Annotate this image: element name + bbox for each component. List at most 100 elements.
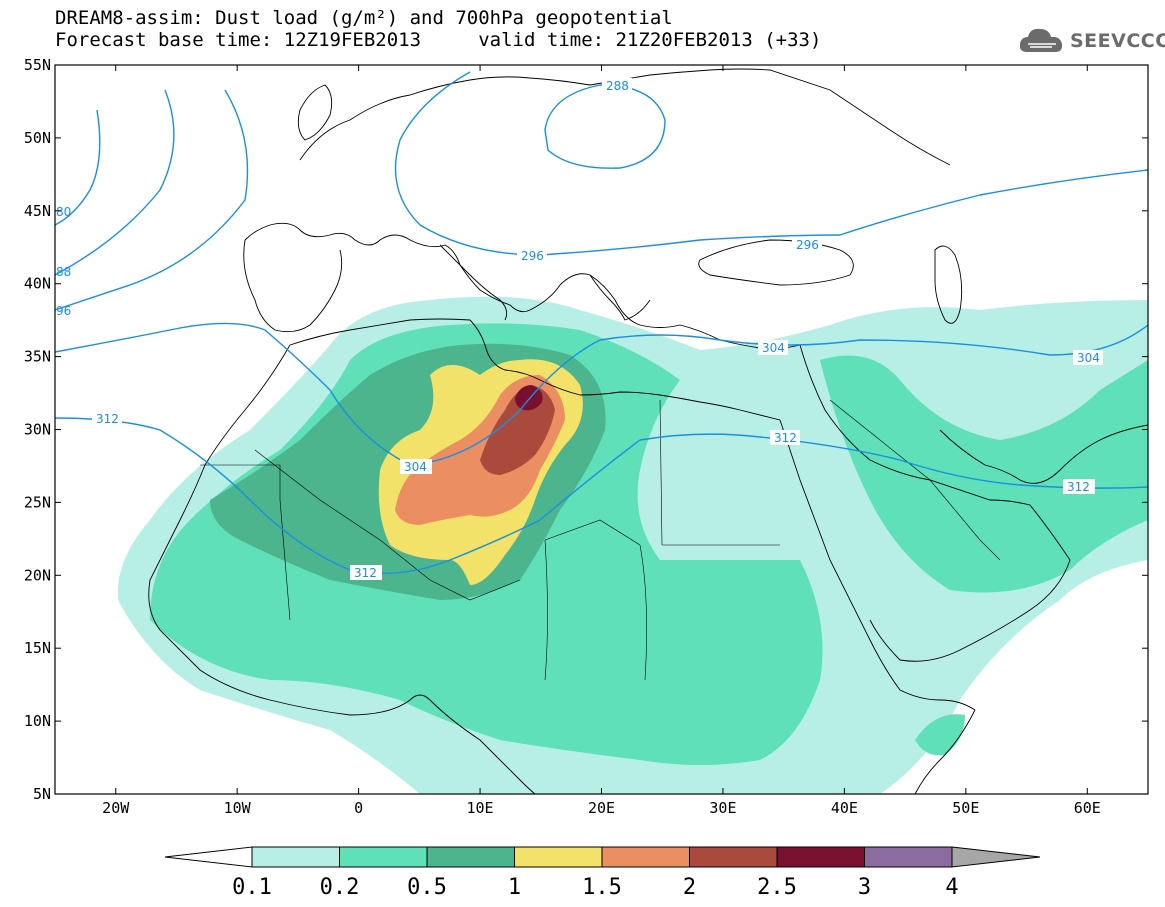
colorbar-labels: 0.1 0.2 0.5 1 1.5 2 2.5 3 4 [232,875,959,900]
colorbar-label: 1 [508,875,521,900]
coastline-black-sea [698,239,854,286]
contour-label-288: 288 [606,79,629,93]
seevccc-logo: SEEVCCC [1018,24,1165,58]
border-saudi [829,399,1001,561]
colorbar-box [426,846,515,868]
contour-label-312-a: 312 [96,412,119,426]
colorbar-label: 1.5 [582,875,622,900]
contour-label-bg [1063,479,1095,494]
lon-label: 20E [588,799,615,817]
border-algeria-mali [254,449,431,581]
contour-label-304-a: 304 [404,460,427,474]
contour-labels: 288 296 296 80 88 96 304 304 304 312 312… [56,78,1103,580]
contour-label-80: 80 [56,205,71,219]
lon-label: 60E [1074,799,1101,817]
contour-label-bg [1073,350,1103,365]
colorbar-label: 4 [945,875,958,900]
contour-296 [394,71,1148,256]
contour-label-96: 96 [56,304,71,318]
lon-label: 30E [709,799,736,817]
lon-label: 20W [102,799,130,817]
border-mali-niger [429,579,521,601]
coastline-north-africa [289,318,781,421]
coastline-arabia [799,344,1071,662]
contour-label-bg [602,78,632,93]
contour-label-bg [517,248,547,263]
colorbar-box [251,846,340,868]
contour-80 [55,109,101,226]
borders [200,399,1001,681]
colorbar-box [689,846,778,868]
lat-label: 30N [24,421,51,439]
border-niger-chad [544,539,548,681]
contour-label-304-b: 304 [762,341,785,355]
colorbar-label: 2.5 [757,875,797,900]
contour-label-88: 88 [56,265,71,279]
lat-label: 55N [24,56,51,74]
colorbar-label: 2 [683,875,696,900]
colorbar-boxes [251,846,953,868]
lat-label: 5N [33,785,51,803]
contour-label-bg [350,565,382,580]
lat-label: 35N [24,348,51,366]
title-line-2: Forecast base time: 12Z19FEB2013 valid t… [55,29,822,51]
contour-label-bg [792,237,822,252]
contour-label-296-b: 296 [796,238,819,252]
dust-level-0-2-horn [915,714,965,756]
contour-label-312-c: 312 [774,431,797,445]
lat-label: 40N [24,275,51,293]
coastline-red-sea [779,419,976,711]
lat-label: 15N [24,639,51,657]
contour-label-296-a: 296 [521,249,544,263]
colorbar-under-arrow [164,846,253,868]
contour-label-bg [758,340,788,355]
logo-text: SEEVCCC [1070,30,1165,52]
colorbar: 0.1 0.2 0.5 1 1.5 2 2.5 3 4 [164,846,1041,900]
coastline-europe [244,222,801,350]
colorbar-label: 0.5 [407,875,447,900]
lat-label: 45N [24,202,51,220]
lon-label: 40E [831,799,858,817]
coastline-greece [589,274,651,321]
coastline-uk [297,84,333,141]
colorbar-label: 3 [858,875,871,900]
cloud-icon [1019,28,1063,52]
contour-label-bg [92,411,122,426]
colorbar-label: 0.2 [320,875,360,900]
latitude-axis: 55N 50N 45N 40N 35N 30N 25N 20N 15N 10N 5N [24,56,1148,803]
contour-label-304-c: 304 [1077,351,1100,365]
colorbar-box [864,846,953,868]
lat-label: 20N [24,566,51,584]
lat-label: 50N [24,129,51,147]
contour-label-bg [400,459,432,474]
border-mauritania [200,464,291,621]
border-sudan-chad [639,544,647,681]
lat-label: 25N [24,493,51,511]
geopotential-contours [55,71,1148,575]
border-libya-egypt [659,399,663,546]
contour-288 [544,84,666,169]
contour-304 [55,322,1148,466]
colorbar-box [514,846,603,868]
lon-label: 50E [952,799,979,817]
longitude-axis: 20W 10W 0 10E 20E 30E 40E 50E 60E [102,65,1101,817]
coastline-persian-gulf [939,424,1148,484]
contour-312 [55,417,1148,575]
coastline-caspian [934,245,963,324]
colorbar-box [601,846,690,868]
contour-label-312-d: 312 [1067,480,1090,494]
colorbar-over-arrow [951,846,1041,868]
coastline-iberia [243,239,343,333]
coastline-italy [439,244,508,321]
colorbar-box [339,846,428,868]
contour-88 [55,89,175,276]
lat-label: 10N [24,712,51,730]
colorbar-box [776,846,865,868]
border-libya-chad [544,519,641,546]
title-line-1: DREAM8-assim: Dust load (g/m²) and 700hP… [55,7,673,29]
lon-label: 10E [467,799,494,817]
lon-label: 10W [224,799,252,817]
contour-label-bg [770,430,800,445]
contour-96 [55,89,249,311]
